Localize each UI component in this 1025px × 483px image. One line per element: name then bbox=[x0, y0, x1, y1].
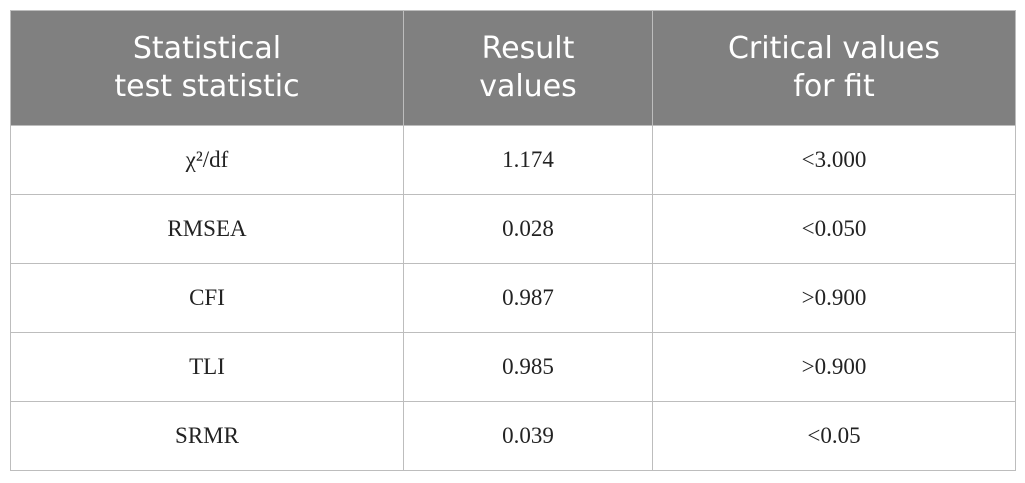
table-row: CFI 0.987 >0.900 bbox=[10, 263, 1016, 333]
fit-table: Statistical test statistic Result values Cri… bbox=[10, 10, 1016, 471]
table-cell: 0.039 bbox=[403, 401, 653, 471]
table-cell: >0.900 bbox=[652, 263, 1016, 333]
header-text: Statistical bbox=[132, 31, 282, 66]
table-cell: >0.900 bbox=[652, 332, 1016, 402]
header-cell: Statistical test statistic bbox=[10, 10, 404, 126]
table-cell: <3.000 bbox=[652, 125, 1016, 195]
table-cell: SRMR bbox=[10, 401, 404, 471]
header-cell: Result values bbox=[403, 10, 653, 126]
table-row: TLI 0.985 >0.900 bbox=[10, 332, 1016, 402]
header-row: Statistical test statistic Result values Cri… bbox=[10, 10, 1016, 126]
table-cell: RMSEA bbox=[10, 194, 404, 264]
table-cell: 1.174 bbox=[403, 125, 653, 195]
header-text: values bbox=[479, 69, 577, 104]
table-cell: 0.987 bbox=[403, 263, 653, 333]
table-header: Statistical test statistic Result values Cri… bbox=[10, 10, 1016, 126]
header-cell: Critical values for fit bbox=[652, 10, 1016, 126]
header-text: Result bbox=[481, 31, 575, 66]
header-text: for fit bbox=[793, 69, 875, 104]
header-text: Critical values bbox=[727, 31, 941, 66]
table-row: SRMR 0.039 <0.05 bbox=[10, 401, 1016, 471]
table-cell: CFI bbox=[10, 263, 404, 333]
table-cell: χ²/df bbox=[10, 125, 404, 195]
table-cell: <0.050 bbox=[652, 194, 1016, 264]
table-cell: TLI bbox=[10, 332, 404, 402]
header-text: test statistic bbox=[114, 69, 300, 104]
table-row: χ²/df 1.174 <3.000 bbox=[10, 125, 1016, 195]
table-row: RMSEA 0.028 <0.050 bbox=[10, 194, 1016, 264]
table-cell: 0.028 bbox=[403, 194, 653, 264]
table-cell: 0.985 bbox=[403, 332, 653, 402]
table-cell: <0.05 bbox=[652, 401, 1016, 471]
table-body: χ²/df 1.174 <3.000 RMSEA 0.028 <0.050 CFI 0.987… bbox=[10, 125, 1016, 471]
